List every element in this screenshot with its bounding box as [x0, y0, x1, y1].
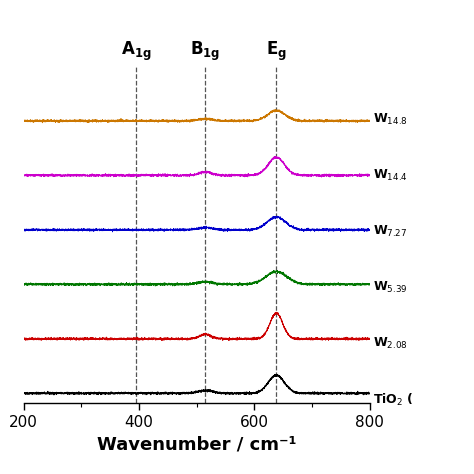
Text: W$_{14.4}$: W$_{14.4}$	[373, 168, 408, 183]
Text: $\mathbf{A_{1g}}$: $\mathbf{A_{1g}}$	[121, 40, 151, 63]
X-axis label: Wavenumber / cm⁻¹: Wavenumber / cm⁻¹	[97, 435, 296, 453]
Text: $\mathbf{E_g}$: $\mathbf{E_g}$	[266, 40, 287, 63]
Text: W$_{2.08}$: W$_{2.08}$	[373, 336, 408, 351]
Text: TiO$_2$ (: TiO$_2$ (	[373, 392, 414, 408]
Text: $\mathbf{B_{1g}}$: $\mathbf{B_{1g}}$	[190, 40, 220, 63]
Text: W$_{5.39}$: W$_{5.39}$	[373, 280, 408, 295]
Text: W$_{7.27}$: W$_{7.27}$	[373, 224, 408, 239]
Text: W$_{14.8}$: W$_{14.8}$	[373, 111, 408, 127]
